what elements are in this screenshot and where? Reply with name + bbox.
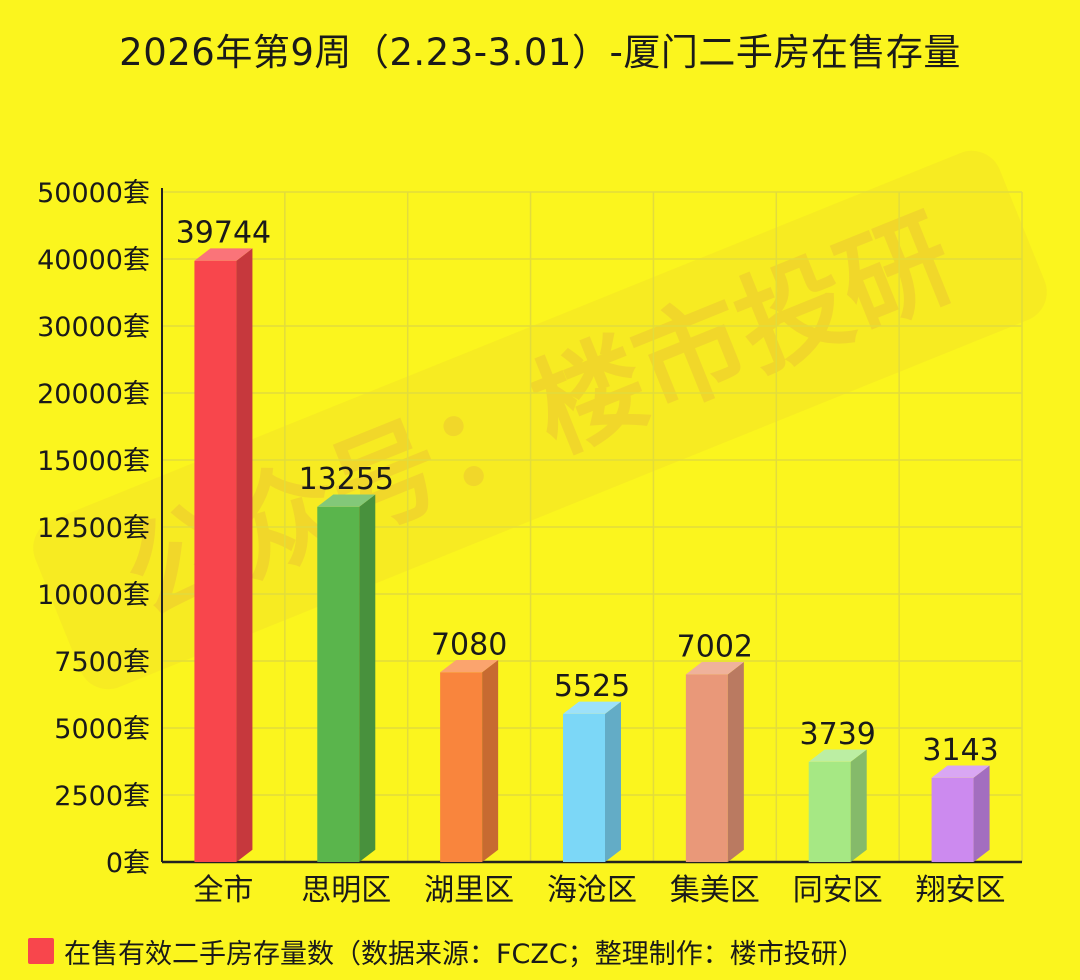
bar-side	[359, 494, 376, 862]
bar	[440, 659, 499, 862]
x-tick-label: 湖里区	[424, 873, 514, 908]
bar-top	[808, 749, 867, 762]
x-tick-label: 翔安区	[916, 873, 1006, 908]
y-tick-label: 2500套	[54, 781, 150, 812]
data-label: 7080	[431, 627, 507, 662]
bar-front	[931, 777, 974, 862]
grid	[161, 191, 1023, 863]
x-tick-label: 全市	[193, 873, 253, 908]
bar-front	[563, 713, 605, 862]
bar	[194, 248, 253, 863]
bar-side	[236, 248, 253, 863]
bar	[563, 701, 621, 862]
legend-label: 在售有效二手房存量数（数据来源：FCZC；整理制作：楼市投研）	[64, 938, 865, 970]
data-labels: 39744 13255 7080 5525 7002 3739 3143	[176, 216, 999, 768]
bars	[194, 248, 990, 863]
legend-swatch	[28, 938, 54, 964]
bar	[808, 749, 867, 862]
data-label: 3739	[800, 717, 876, 752]
bar-front	[317, 506, 360, 862]
y-tick-label: 10000套	[37, 580, 150, 611]
bar-front	[808, 761, 851, 862]
data-label: 7002	[677, 629, 753, 664]
y-axis-ticks: 0套 2500套 5000套 7500套 10000套 12500套 15000套 20000…	[37, 178, 150, 879]
bar-side	[727, 662, 744, 862]
bar-top	[317, 494, 376, 507]
bar-front	[440, 672, 483, 862]
bar-front	[194, 260, 237, 862]
y-tick-label: 15000套	[37, 446, 150, 477]
bar-top	[931, 765, 990, 778]
data-label: 13255	[299, 462, 394, 497]
y-tick-label: 30000套	[37, 312, 150, 343]
chart-title: 2026年第9周（2.23-3.01）-厦门二手房在售存量	[119, 31, 961, 74]
y-tick-label: 12500套	[37, 513, 150, 544]
data-label: 39744	[176, 216, 271, 251]
bar-side	[482, 659, 499, 862]
bar-side	[973, 765, 990, 862]
y-tick-label: 40000套	[37, 245, 150, 276]
bar	[317, 494, 376, 862]
x-axis-ticks: 全市 思明区 湖里区 海沧区 集美区 同安区 翔安区	[193, 873, 1005, 908]
bar-top	[440, 659, 499, 673]
x-tick-label: 集美区	[670, 873, 760, 908]
y-tick-label: 20000套	[37, 379, 150, 410]
legend: 在售有效二手房存量数（数据来源：FCZC；整理制作：楼市投研）	[28, 934, 865, 970]
y-tick-label: 7500套	[54, 647, 150, 678]
y-tick-label: 5000套	[54, 714, 150, 745]
bar-chart: 0套 2500套 5000套 7500套 10000套 12500套 15000套 20000…	[37, 178, 1023, 908]
y-tick-label: 0套	[106, 848, 150, 879]
x-tick-label: 思明区	[301, 873, 391, 908]
bar	[931, 765, 990, 862]
bar-top	[563, 701, 621, 714]
data-label: 5525	[554, 669, 630, 704]
x-tick-label: 同安区	[793, 873, 883, 908]
bar-top	[194, 248, 253, 261]
y-tick-label: 50000套	[37, 178, 150, 209]
x-tick-label: 海沧区	[547, 873, 637, 908]
data-label: 3143	[922, 733, 998, 768]
bar-front	[685, 674, 728, 862]
bar-side	[605, 701, 621, 862]
bar	[685, 662, 744, 862]
bar-side	[850, 749, 867, 862]
bar-top	[685, 662, 744, 675]
